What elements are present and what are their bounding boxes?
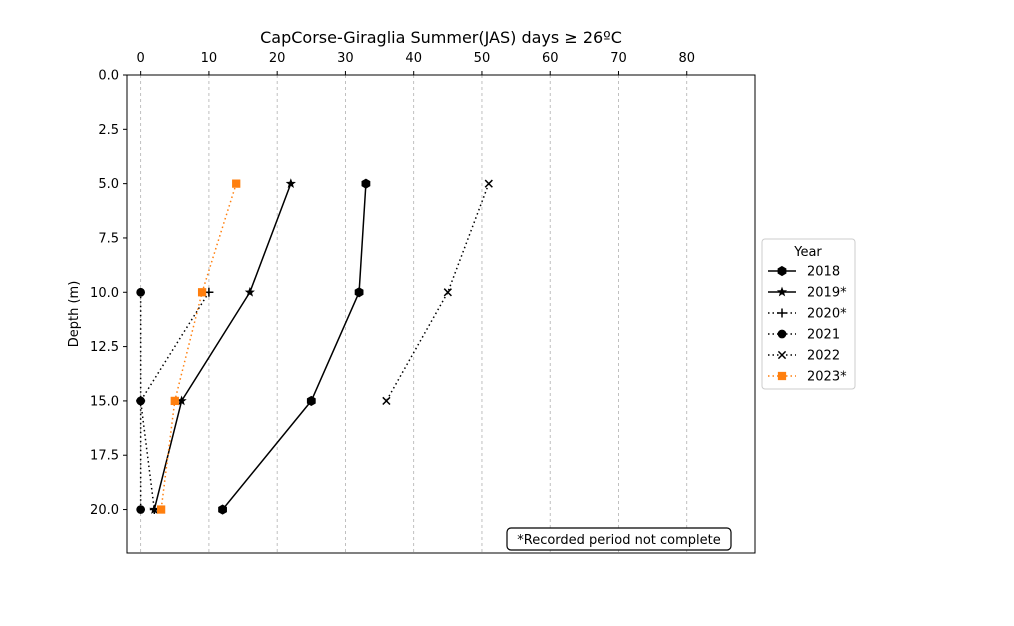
data-point-x xyxy=(484,179,493,188)
data-point-x xyxy=(777,350,787,360)
y-tick-label: 15.0 xyxy=(90,394,119,409)
series-2019 xyxy=(149,178,296,514)
axis-layer: 0 10 20 30 40 50 60 70 80 0.0 2.5 5.0 7.5 10.0 12.5 15.… xyxy=(90,51,695,518)
series-line xyxy=(160,183,237,510)
series-line xyxy=(221,183,367,511)
data-point-square xyxy=(157,505,166,514)
legend-entry: 2019* xyxy=(768,286,847,301)
legend-title: Year xyxy=(793,245,822,260)
y-tick-label: 7.5 xyxy=(98,231,119,246)
y-axis-label: Depth (m) xyxy=(67,281,82,348)
data-point-plus xyxy=(777,308,787,318)
data-point-circle xyxy=(136,505,146,514)
x-tick-label: 80 xyxy=(678,51,695,66)
data-point-star xyxy=(776,286,788,297)
data-point-star xyxy=(244,286,255,297)
y-tick-label: 0.0 xyxy=(98,69,119,84)
legend-entry: 2018 xyxy=(768,265,840,280)
y-tick-label: 17.5 xyxy=(90,449,119,464)
legend-label: 2019* xyxy=(807,286,847,301)
legend: Year 2018 2019* 2020* 2021 2022 2023* xyxy=(761,238,856,390)
legend-label: 2020* xyxy=(807,307,847,322)
data-point-square xyxy=(197,288,207,297)
legend-entries: 2018 2019* 2020* 2021 2022 2023* xyxy=(768,265,847,385)
legend-label: 2018 xyxy=(807,265,840,280)
chart-title: CapCorse-Giraglia Summer(JAS) days ≥ 26º… xyxy=(260,28,622,47)
data-point-hexagon xyxy=(361,178,371,189)
legend-entry: 2022 xyxy=(768,349,840,364)
y-tick-label: 20.0 xyxy=(90,503,119,518)
data-point-star xyxy=(285,178,296,188)
data-point-hexagon xyxy=(306,395,316,406)
legend-entry: 2020* xyxy=(768,307,847,322)
x-tick-label: 40 xyxy=(405,51,422,66)
legend-entry: 2023* xyxy=(768,370,847,385)
annotation-box: *Recorded period not complete xyxy=(506,527,732,551)
grid-layer xyxy=(140,75,688,553)
data-point-circle xyxy=(136,287,146,297)
legend-label: 2021 xyxy=(807,328,840,343)
legend-label: 2023* xyxy=(807,370,847,385)
data-point-hexagon xyxy=(777,265,787,277)
annotation-text: *Recorded period not complete xyxy=(517,533,721,548)
data-point-circle xyxy=(136,396,146,406)
y-tick-label: 12.5 xyxy=(90,340,119,355)
x-tick-label: 60 xyxy=(542,51,559,66)
series-2018 xyxy=(218,178,371,515)
series-2023 xyxy=(157,179,241,514)
x-tick-label: 20 xyxy=(269,51,286,66)
data-point-square xyxy=(777,371,787,381)
x-tick-label: 10 xyxy=(201,51,218,66)
y-tick-label: 10.0 xyxy=(90,286,119,301)
legend-label: 2022 xyxy=(807,349,840,364)
legend-entry: 2021 xyxy=(768,328,840,343)
data-point-hexagon xyxy=(218,504,227,515)
data-point-hexagon xyxy=(354,287,364,298)
data-point-x xyxy=(443,288,452,297)
data-point-x xyxy=(382,396,391,406)
series-layer xyxy=(136,178,493,515)
y-tick-label: 2.5 xyxy=(98,123,119,138)
x-tick-label: 0 xyxy=(137,51,145,66)
series-line xyxy=(153,183,292,510)
y-tick-label: 5.0 xyxy=(98,177,119,192)
series-2021 xyxy=(136,287,146,514)
series-line xyxy=(385,183,490,402)
data-point-square xyxy=(232,179,241,188)
data-point-circle xyxy=(777,329,787,339)
series-2022 xyxy=(382,179,493,406)
plot-frame xyxy=(126,74,756,554)
x-tick-label: 70 xyxy=(610,51,627,66)
x-tick-label: 30 xyxy=(337,51,354,66)
data-point-square xyxy=(170,396,179,406)
x-tick-label: 50 xyxy=(474,51,491,66)
